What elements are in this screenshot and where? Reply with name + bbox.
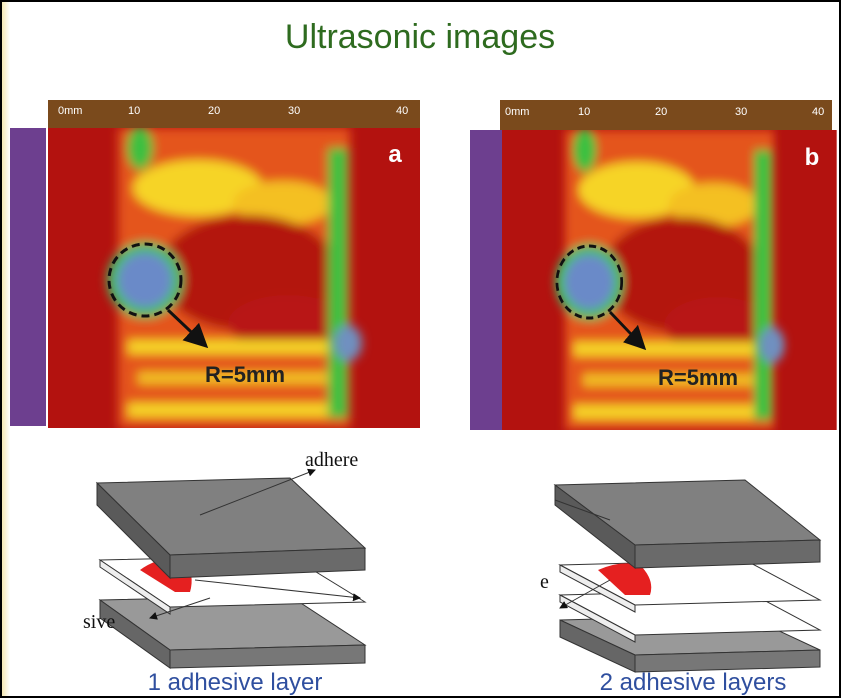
ruler-labels: 0mm 10 20 30 40 bbox=[505, 106, 824, 118]
slide-edge bbox=[0, 0, 10, 698]
ruler-label: 10 bbox=[128, 105, 140, 117]
ruler bbox=[500, 100, 832, 130]
diagram-label: sive bbox=[83, 611, 115, 633]
ruler-label: 40 bbox=[396, 105, 408, 117]
ruler-label: 0mm bbox=[505, 106, 529, 118]
ruler-label: 30 bbox=[288, 105, 300, 117]
panel-label: a bbox=[388, 141, 402, 168]
ruler-label: 0mm bbox=[58, 105, 82, 117]
ruler-label: 10 bbox=[578, 106, 590, 118]
diagram-1 bbox=[95, 468, 367, 669]
ruler-label: 40 bbox=[812, 106, 824, 118]
caption: 1 adhesive layer bbox=[148, 669, 323, 696]
ruler-label: 30 bbox=[735, 106, 747, 118]
ruler-labels: 0mm 10 20 30 40 bbox=[58, 105, 408, 117]
ruler-label: 20 bbox=[655, 106, 667, 118]
ruler bbox=[48, 100, 420, 128]
panel-a: a R=5mm 0mm 10 20 30 40 bbox=[10, 100, 420, 428]
diagram-label: e bbox=[540, 571, 549, 593]
annotation: R=5mm bbox=[658, 365, 738, 390]
diagram-label: adhere bbox=[305, 449, 358, 471]
caption: 2 adhesive layers bbox=[600, 669, 787, 696]
panel-label: b bbox=[805, 144, 820, 171]
slide-title: Ultrasonic images bbox=[285, 18, 555, 56]
ruler bbox=[10, 128, 46, 426]
panel-b: b R=5mm 0mm 10 20 30 40 bbox=[470, 100, 837, 430]
diagram-2 bbox=[553, 479, 822, 673]
ruler bbox=[470, 130, 502, 430]
ruler-label: 20 bbox=[208, 105, 220, 117]
annotation: R=5mm bbox=[205, 362, 285, 387]
